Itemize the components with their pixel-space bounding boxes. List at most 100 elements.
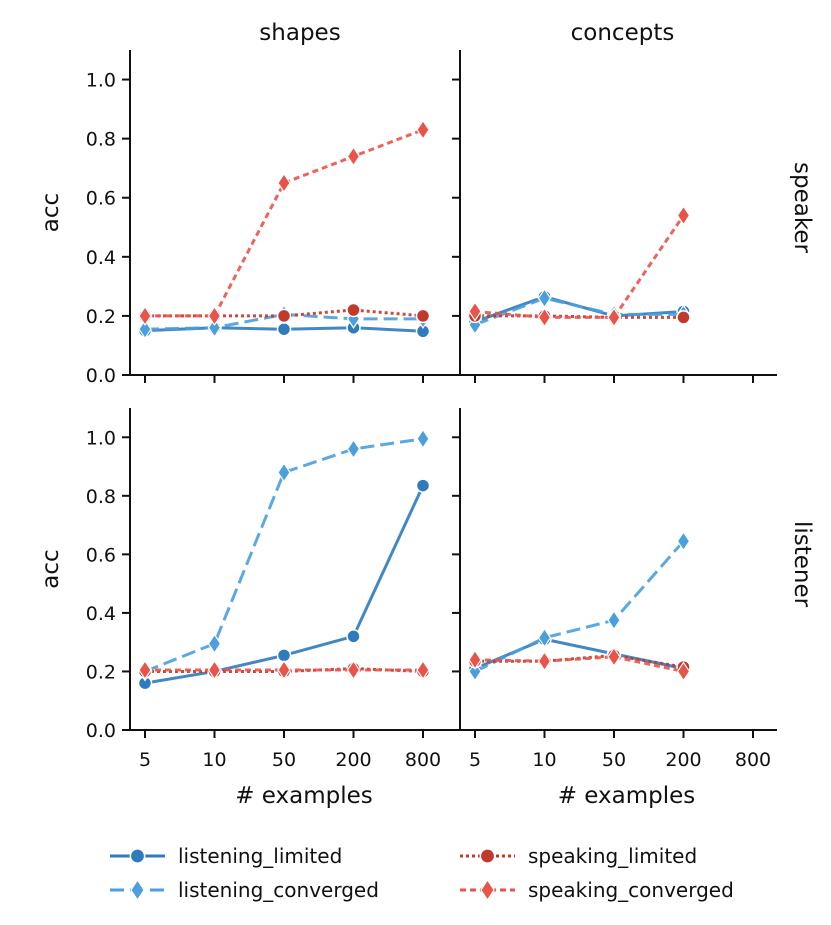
y-tick-label: 0.2 [86, 661, 116, 683]
legend: listening_limited listening_converged spea… [110, 844, 734, 902]
x-tick-label: 200 [665, 749, 701, 771]
legend-entry-listening_converged: listening_converged [110, 878, 379, 902]
data-point-speaking_limited [276, 308, 292, 324]
column-title-concepts: concepts [571, 20, 675, 46]
data-point-speaking_converged [277, 659, 291, 681]
data-point-speaking_converged [537, 307, 552, 328]
series-listening_limited [467, 632, 691, 676]
legend-entry-speaking_converged: speaking_converged [460, 878, 734, 902]
y-axis-title: acc [38, 193, 64, 232]
data-point-speaking_converged [468, 649, 482, 670]
panel-speaker-concepts [452, 50, 777, 383]
panel-listener-shapes: 0.0 0.2 0.4 0.6 0.8 1.0 5 10 50 200 800 acc # exampl… [38, 408, 462, 809]
data-point-speaking_converged [676, 205, 691, 226]
data-point-listening_limited [276, 648, 292, 663]
data-point-listening_converged [537, 288, 552, 309]
x-tick-label: 50 [602, 749, 626, 771]
data-point-speaking_converged [468, 301, 482, 322]
y-tick-label: 0.6 [86, 544, 116, 566]
panel-listener-concepts: 5 10 50 200 800 # examples [452, 408, 777, 809]
row-title-listener: listener [789, 521, 815, 608]
legend-label-listening_limited: listening_limited [178, 844, 342, 868]
data-point-listening_limited [346, 629, 361, 644]
legend-marker-speaking_limited [479, 848, 496, 864]
y-tick-label: 0.4 [86, 603, 116, 625]
data-point-speaking_converged [207, 305, 222, 326]
data-point-listening_converged [607, 610, 621, 631]
y-tick-label: 0.0 [86, 720, 116, 742]
data-point-speaking_converged [607, 646, 621, 667]
x-tick-label: 5 [469, 749, 481, 771]
panel-speaker-shapes: 0.0 0.2 0.4 0.6 0.8 1.0 acc [38, 50, 462, 387]
column-title-shapes: shapes [259, 20, 340, 46]
series-speaking_limited [467, 648, 691, 675]
legend-marker-listening_converged [130, 879, 145, 901]
data-point-speaking_converged [537, 651, 552, 672]
data-point-speaking_converged [138, 305, 152, 326]
series-listening_converged [468, 531, 691, 682]
data-point-speaking_converged [607, 307, 621, 328]
series-line-listening_converged [474, 296, 684, 327]
row-title-speaker: speaker [789, 162, 815, 253]
y-tick-label: 0.4 [86, 247, 116, 269]
legend-entry-speaking_limited: speaking_limited [460, 844, 697, 868]
axis-lines [129, 408, 462, 731]
series-line-speaking_converged [145, 128, 424, 318]
x-axis-title: # examples [558, 783, 696, 809]
y-axis-title: acc [38, 549, 64, 588]
y-tick-label: 1.0 [86, 70, 116, 92]
data-point-speaking_limited [415, 308, 431, 324]
data-point-listening_converged [416, 428, 430, 449]
y-tick-label: 0.8 [86, 129, 116, 151]
data-point-listening_converged [207, 317, 222, 338]
legend-label-listening_converged: listening_converged [178, 878, 379, 902]
data-point-listening_converged [277, 462, 291, 483]
data-point-listening_limited [276, 321, 292, 337]
series-listening_converged [138, 428, 430, 682]
legend-entry-listening_limited: listening_limited [110, 844, 342, 868]
series-speaking_converged [468, 646, 691, 682]
x-tick-label: 50 [272, 749, 296, 771]
series-speaking_converged [138, 119, 430, 326]
data-point-listening_converged [676, 531, 691, 552]
data-point-listening_limited [415, 478, 431, 493]
x-tick-label: 10 [202, 749, 226, 771]
data-point-speaking_limited [346, 302, 361, 318]
x-tick-label: 800 [735, 749, 771, 771]
axis-lines [459, 408, 777, 731]
series-speaking_converged [138, 659, 430, 681]
series-line-listening_converged [474, 540, 685, 673]
series-speaking_converged [468, 205, 691, 328]
axis-lines [129, 50, 462, 376]
data-point-speaking_converged [207, 659, 222, 681]
data-point-speaking_converged [277, 172, 291, 194]
x-axis-title: # examples [235, 783, 373, 809]
data-point-speaking_converged [346, 146, 361, 167]
y-tick-label: 0.0 [86, 365, 116, 387]
legend-marker-listening_limited [129, 848, 146, 864]
x-tick-label: 10 [532, 749, 556, 771]
axis-lines [459, 50, 777, 376]
data-point-speaking_limited [676, 310, 691, 325]
y-tick-label: 0.8 [86, 486, 116, 508]
series-line-speaking_converged [474, 655, 684, 673]
legend-label-speaking_converged: speaking_converged [528, 878, 734, 902]
x-tick-label: 200 [335, 749, 371, 771]
data-point-listening_converged [346, 438, 361, 460]
series-line-listening_limited [474, 637, 684, 670]
legend-label-speaking_limited: speaking_limited [528, 844, 697, 868]
data-point-listening_converged [207, 633, 222, 654]
series-line-speaking_converged [474, 214, 685, 319]
x-tick-label: 800 [405, 749, 441, 771]
legend-marker-speaking_converged [480, 879, 495, 901]
series-listening_limited [467, 289, 691, 330]
data-point-speaking_converged [676, 661, 691, 682]
y-tick-label: 0.6 [86, 188, 116, 210]
data-point-speaking_converged [138, 659, 152, 681]
y-tick-label: 1.0 [86, 427, 116, 449]
data-point-speaking_converged [346, 659, 361, 681]
data-point-listening_converged [537, 627, 552, 648]
data-point-speaking_converged [416, 119, 430, 140]
x-tick-label: 5 [139, 749, 151, 771]
